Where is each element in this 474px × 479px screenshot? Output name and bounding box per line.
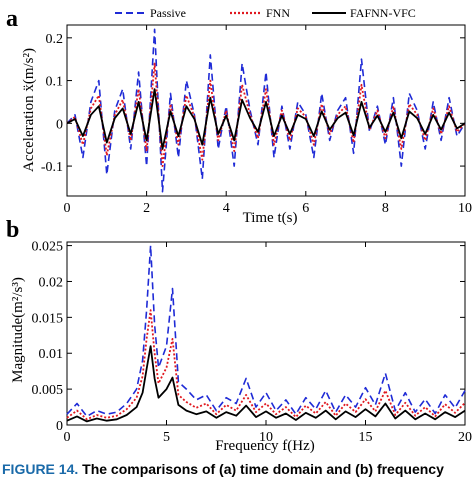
- legend-fafnn-label: FAFNN-VFC: [350, 6, 416, 20]
- panel-b-ytick-label: 0.025: [32, 240, 64, 255]
- caption-text: The comparisons of (a) time domain and (…: [82, 461, 444, 477]
- panel-a-xtick-label: 2: [143, 201, 150, 216]
- panel-b-ytick-label: 0.005: [32, 383, 64, 398]
- panel-a-xtick-label: 0: [64, 201, 71, 216]
- panel-b-chart: 0 5 10 15 20 0 0.005 0.01 0.015 0.02 0.025 Frequen…: [10, 240, 472, 454]
- panel-a-xtick-label: 10: [458, 201, 472, 216]
- panel-b-series-fnn: [66, 309, 466, 421]
- panel-a-xtick-label: 8: [382, 201, 389, 216]
- panel-a-series-fafnn-vfc: [66, 88, 466, 150]
- panel-a-ylabel: Acceleration ẍ(m/s²): [21, 48, 37, 172]
- panel-b-xtick-label: 20: [458, 430, 472, 445]
- panel-b-xtick-label: 10: [259, 430, 273, 445]
- panel-a-ytick-label: 0.2: [46, 32, 64, 47]
- panel-b-xtick-label: 5: [163, 430, 170, 445]
- panel-b-label: b: [6, 217, 19, 243]
- panel-b-series-fafnn-vfc: [66, 345, 466, 423]
- panel-b-ytick-label: 0.01: [39, 347, 64, 362]
- panel-b-xtick-label: 15: [359, 430, 373, 445]
- panel-b-series-passive: [66, 244, 466, 418]
- panel-a-xtick-label: 4: [223, 201, 230, 216]
- panel-b-ylabel: Magnitude(m²/s³): [10, 277, 26, 383]
- panel-a-xlabel: Time t(s): [243, 210, 298, 226]
- panel-a-series-passive: [66, 28, 466, 193]
- panel-a-frame: [66, 24, 466, 197]
- panel-b-xlabel: Frequency f(Hz): [215, 438, 315, 454]
- panel-b-ytick-label: 0.015: [32, 311, 64, 326]
- legend-fnn-label: FNN: [266, 6, 290, 20]
- panel-a-label: a: [6, 6, 18, 32]
- legend-passive-label: Passive: [150, 6, 186, 20]
- panel-a-ytick-label: -0.1: [41, 160, 63, 175]
- panel-a-ytick-label: 0.1: [46, 75, 64, 90]
- panel-b-ytick-label: 0: [56, 419, 63, 434]
- legend: Passive FNN FAFNN-VFC: [115, 6, 416, 20]
- caption-figure-number: FIGURE 14.: [2, 461, 79, 477]
- panel-a-xtick-label: 6: [302, 201, 309, 216]
- panel-b-xtick-label: 0: [64, 430, 71, 445]
- panel-a-ytick-label: 0: [56, 117, 63, 132]
- panel-a-chart: 0 2 4 6 8 10 -0.1 0 0.1 0.2 Time t(s) Acceleratio…: [21, 24, 472, 226]
- figure-caption: FIGURE 14. The comparisons of (a) time d…: [2, 461, 474, 479]
- panel-b-frame: [66, 241, 466, 426]
- panel-b-ytick-label: 0.02: [39, 275, 64, 290]
